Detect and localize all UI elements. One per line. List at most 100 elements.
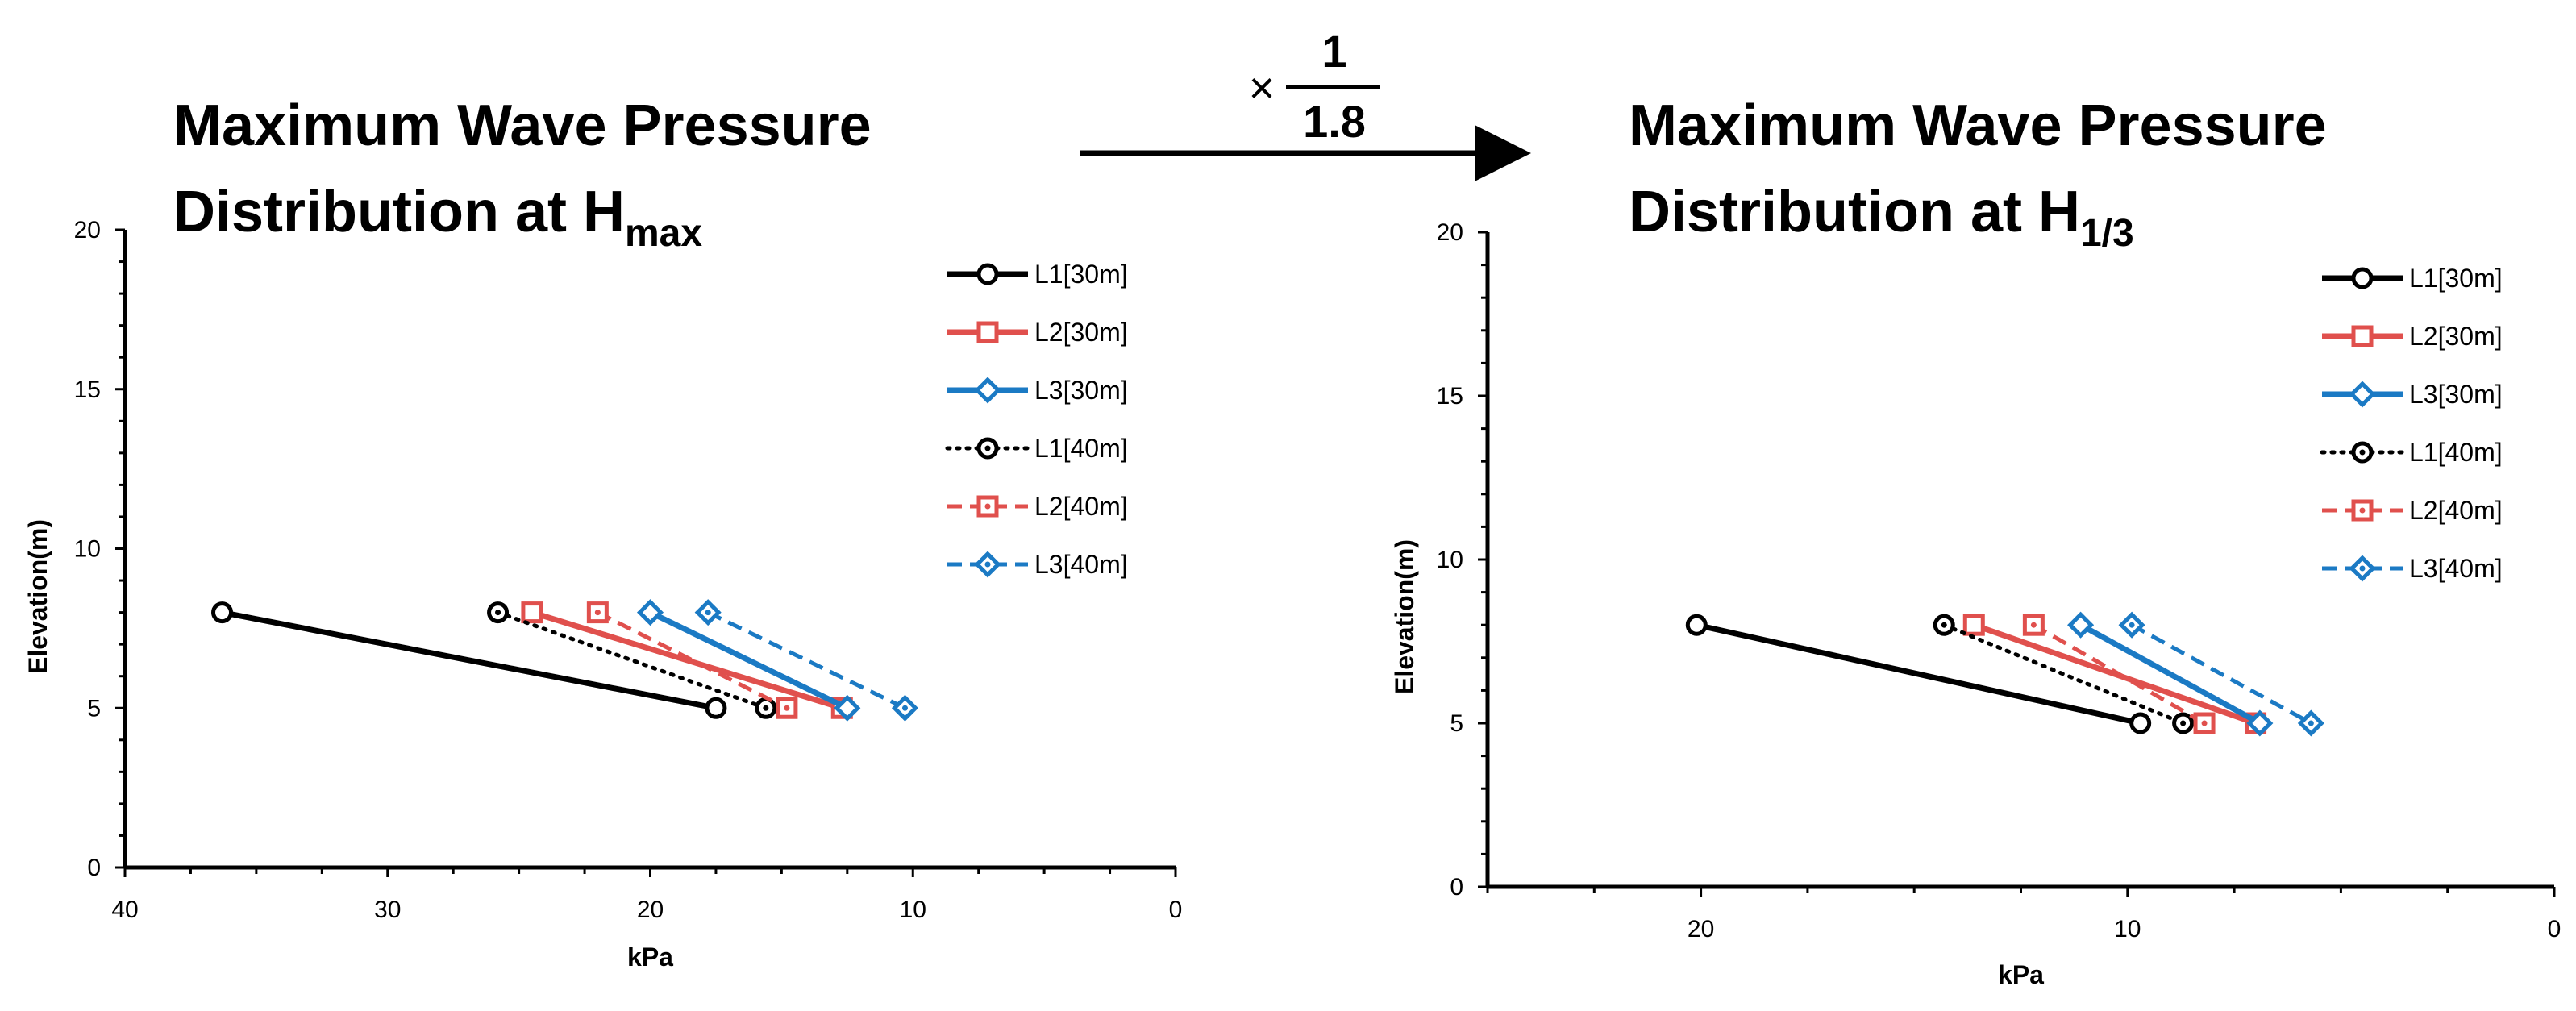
right-title-line2-prefix: Distribution at H xyxy=(1629,180,2080,244)
series-line xyxy=(221,610,717,711)
legend-item: L3[30m] xyxy=(947,376,1128,405)
series-line xyxy=(707,610,906,710)
legend-label: L2[40m] xyxy=(1034,492,1128,521)
series-L1[30m] xyxy=(211,601,727,719)
data-point-center-dot xyxy=(901,705,908,711)
data-point xyxy=(521,601,543,624)
data-point-center-dot xyxy=(2308,720,2314,726)
legend-item: L1[30m] xyxy=(2322,264,2503,293)
legend-marker-center-dot xyxy=(984,445,991,451)
data-point xyxy=(1685,614,1708,636)
y-tick-label: 20 xyxy=(1437,219,1463,246)
series-L1[40m] xyxy=(487,601,777,719)
left-title-line1: Maximum Wave Pressure xyxy=(173,94,872,158)
legend-item: L2[40m] xyxy=(947,492,1128,521)
legend-marker-center-dot xyxy=(984,561,991,568)
legend-marker xyxy=(976,263,999,285)
data-point xyxy=(1962,614,1985,636)
data-point xyxy=(636,599,664,626)
x-tick-label: 20 xyxy=(1688,916,1714,942)
y-axis-label: Elevation(m) xyxy=(1390,539,1419,694)
series-line xyxy=(2079,622,2262,726)
x-axis-label: kPa xyxy=(627,942,673,971)
series-line xyxy=(597,610,789,710)
series-line xyxy=(1973,622,2257,726)
legend-marker-center-dot xyxy=(2359,507,2366,514)
legend-marker-center-dot xyxy=(2359,449,2366,456)
legend-item: L2[40m] xyxy=(2322,496,2503,525)
legend-item: L1[40m] xyxy=(945,434,1128,463)
legend-label: L2[40m] xyxy=(2409,496,2503,525)
legend-item: L3[30m] xyxy=(2322,380,2503,409)
fraction-denominator: 1.8 xyxy=(1303,96,1366,147)
x-tick-label: 40 xyxy=(111,897,138,923)
legend-label: L2[30m] xyxy=(1034,318,1128,347)
chart-hmax: 0 5 10 15 20 40 30 20 10 0 kPa Elevation(m) L1[30m] L… xyxy=(23,217,1182,971)
y-axis-label: Elevation(m) xyxy=(23,519,52,674)
legend-item: L1[40m] xyxy=(2320,438,2503,467)
data-point-center-dot xyxy=(495,610,501,616)
data-point-center-dot xyxy=(594,610,601,616)
series-L1[40m] xyxy=(1933,614,2195,734)
scale-arrow: × 1 1.8 xyxy=(1080,26,1531,181)
series-line xyxy=(648,610,849,711)
x-tick-label: 0 xyxy=(2548,916,2561,942)
data-point-center-dot xyxy=(1941,622,1947,628)
series-L3[30m] xyxy=(636,599,861,722)
legend-marker-center-dot xyxy=(984,503,991,510)
legend-marker xyxy=(2351,267,2374,289)
series-L3[40m] xyxy=(2118,611,2324,737)
legend-label: L1[40m] xyxy=(1034,434,1128,463)
y-tick-label: 15 xyxy=(1437,383,1463,410)
data-point-center-dot xyxy=(2201,720,2208,726)
x-tick-label: 10 xyxy=(900,897,926,923)
right-title-line2-subscript: 1/3 xyxy=(2080,212,2134,255)
left-title-line2-prefix: Distribution at H xyxy=(173,180,625,244)
legend-item: L3[40m] xyxy=(2322,554,2503,583)
legend-marker xyxy=(976,321,999,343)
legend-marker xyxy=(2349,381,2376,408)
legend-label: L3[40m] xyxy=(2409,554,2503,583)
series-L1[30m] xyxy=(1685,614,2152,734)
right-title-line1: Maximum Wave Pressure xyxy=(1629,94,2327,158)
y-tick-label: 5 xyxy=(87,695,101,722)
x-axis-label: kPa xyxy=(1998,960,2044,989)
legend-label: L3[40m] xyxy=(1034,550,1128,579)
data-point-center-dot xyxy=(784,705,790,711)
x-tick-label: 30 xyxy=(374,897,401,923)
legend-label: L1[30m] xyxy=(2409,264,2503,293)
legend-marker xyxy=(2351,325,2374,347)
left-title-line2: Distribution at Hmax xyxy=(173,180,702,255)
data-point xyxy=(705,697,727,719)
series-L2[40m] xyxy=(586,601,798,719)
x-tick-label: 0 xyxy=(1169,897,1183,923)
data-point xyxy=(2246,709,2274,737)
series-line xyxy=(496,610,768,710)
data-point-center-dot xyxy=(2180,720,2187,726)
y-tick-label: 0 xyxy=(1450,874,1463,901)
legend-item: L2[30m] xyxy=(2322,322,2503,351)
legend-label: L1[30m] xyxy=(1034,260,1128,289)
y-tick-label: 10 xyxy=(1437,547,1463,573)
y-tick-label: 0 xyxy=(87,855,101,881)
y-tick-label: 10 xyxy=(74,536,101,563)
legend-label: L1[40m] xyxy=(2409,438,2503,467)
legend-label: L3[30m] xyxy=(2409,380,2503,409)
series-L2[40m] xyxy=(2022,614,2216,734)
y-tick-label: 15 xyxy=(74,377,101,403)
series-line xyxy=(2033,623,2206,726)
data-point xyxy=(211,601,234,624)
series-line xyxy=(1696,622,2141,726)
data-point xyxy=(2067,611,2095,639)
data-point-center-dot xyxy=(763,705,769,711)
series-L3[40m] xyxy=(694,599,919,722)
multiply-symbol: × xyxy=(1249,62,1276,113)
data-point-center-dot xyxy=(705,610,711,616)
chart-h13: 0 5 10 15 20 20 10 0 kPa Elevation(m) L1[30m] L2[30… xyxy=(1390,219,2561,989)
series-line xyxy=(1941,622,2186,726)
x-tick-label: 10 xyxy=(2114,916,2141,942)
left-title-line2-subscript: max xyxy=(625,212,702,255)
legend-marker xyxy=(974,377,1001,404)
series-line xyxy=(2130,623,2312,726)
